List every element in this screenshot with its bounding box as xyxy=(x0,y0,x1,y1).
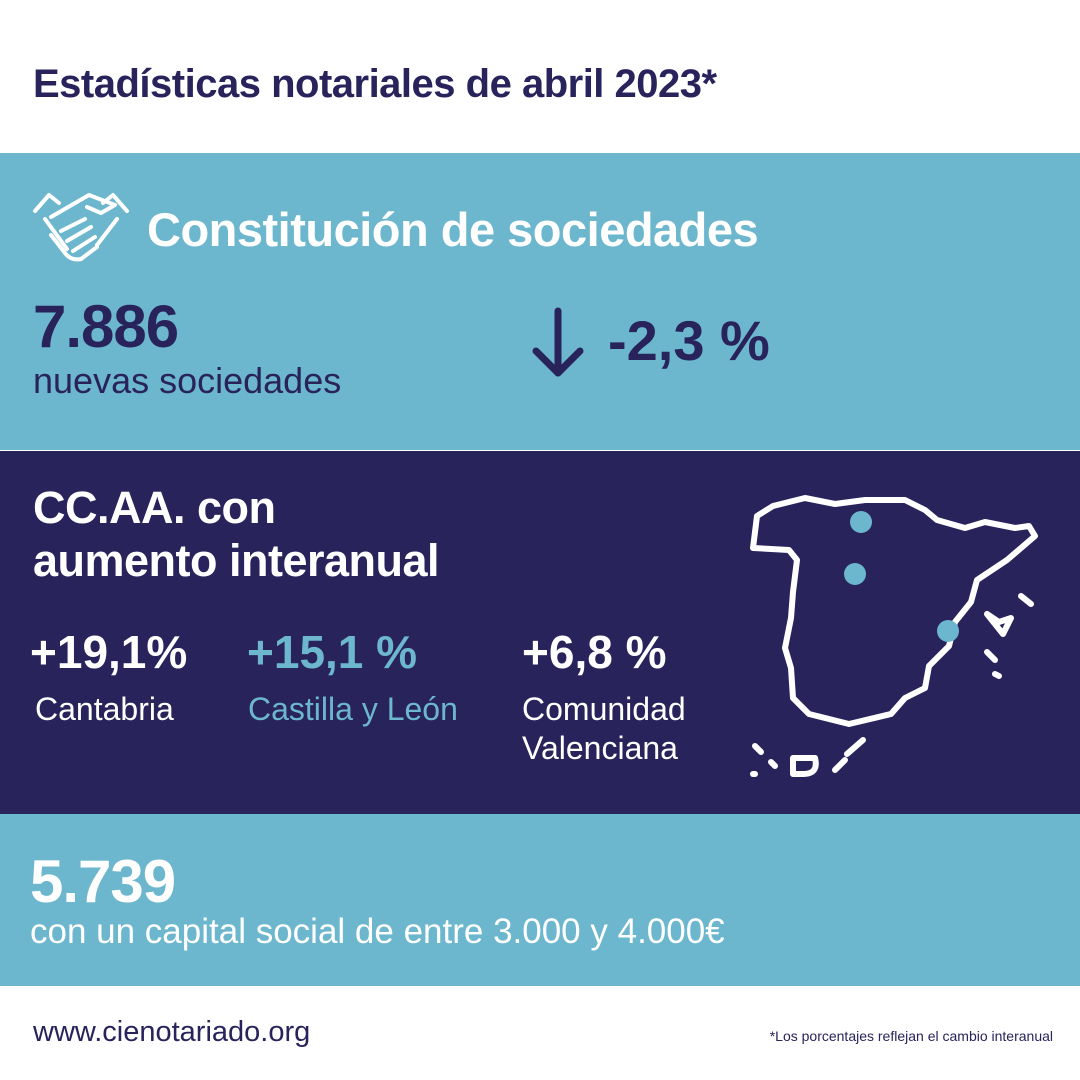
stat-label-castilla: Castilla y León xyxy=(248,691,458,727)
capital-label: con un capital social de entre 3.000 y 4… xyxy=(30,912,725,951)
ccaa-title-line1: CC.AA. con xyxy=(33,482,276,533)
stat-value-valenciana: +6,8 % xyxy=(522,626,667,678)
ccaa-title-line2: aumento interanual xyxy=(33,535,440,586)
stat-label-cantabria: Cantabria xyxy=(35,691,174,727)
ccaa-title: CC.AA. con aumento interanual xyxy=(33,481,440,587)
new-companies-count: 7.886 xyxy=(33,293,179,360)
capital-band xyxy=(0,814,1080,986)
footnote: *Los porcentajes reflejan el cambio inte… xyxy=(769,1028,1053,1044)
yearly-change: -2,3 % xyxy=(608,309,770,372)
stat-label-valenciana-line1: Comunidad xyxy=(522,691,686,727)
constitucion-band xyxy=(0,153,1080,450)
stat-value-cantabria: +19,1% xyxy=(30,626,188,678)
handshake-icon xyxy=(33,193,129,262)
new-companies-label: nuevas sociedades xyxy=(33,360,342,401)
website-link[interactable]: www.cienotariado.org xyxy=(33,1016,311,1048)
page-title: Estadísticas notariales de abril 2023* xyxy=(33,62,717,106)
section-title: Constitución de sociedades xyxy=(147,203,759,256)
stat-label-valenciana-line2: Valenciana xyxy=(522,730,678,766)
stat-label-valenciana: Comunidad Valenciana xyxy=(522,690,686,768)
capital-count: 5.739 xyxy=(30,848,176,915)
ccaa-band xyxy=(0,451,1080,814)
stat-value-castilla: +15,1 % xyxy=(247,626,418,678)
arrow-down-icon xyxy=(532,307,584,377)
spain-map-icon xyxy=(750,495,1038,777)
